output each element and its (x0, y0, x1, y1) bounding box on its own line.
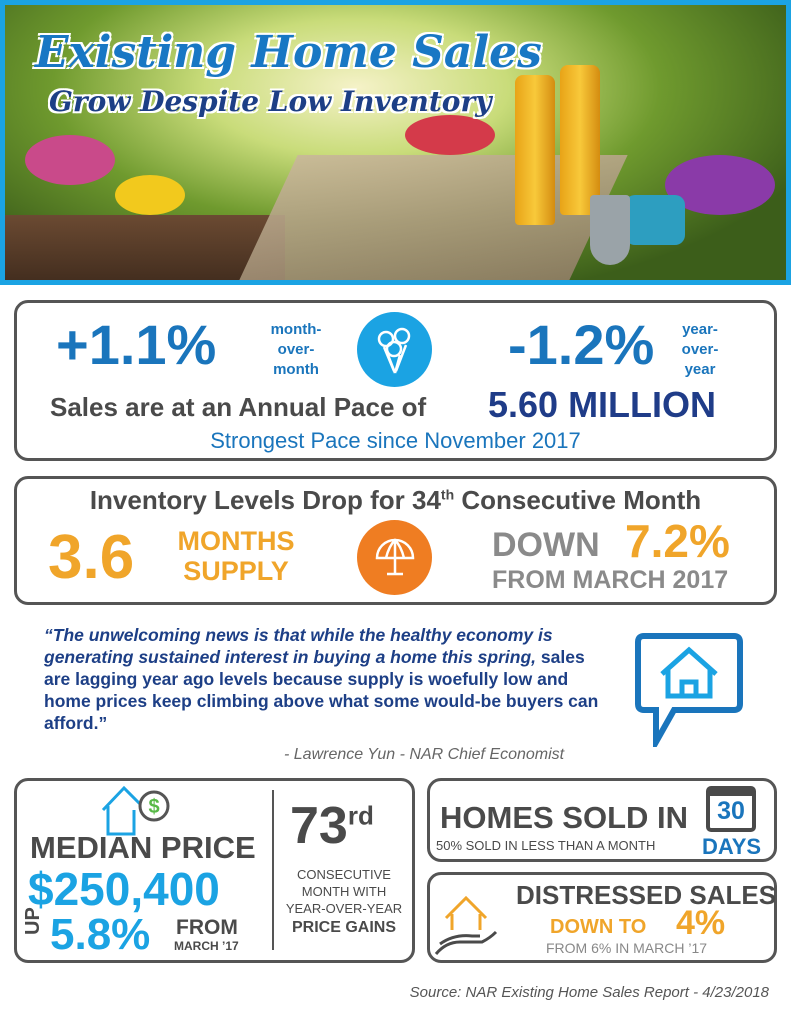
hero-image: Existing Home Sales Grow Despite Low Inv… (0, 0, 791, 285)
source: Source: NAR Existing Home Sales Report -… (409, 984, 769, 1001)
speech-bubble-house-icon (634, 632, 744, 754)
flowers (115, 175, 185, 215)
median-label: MEDIAN PRICE (30, 830, 256, 865)
bouquet-icon (357, 312, 432, 387)
mom-value: +1.1% (56, 313, 217, 376)
median-value: $250,400 (28, 863, 220, 915)
pace-value: 5.60 MILLION (488, 384, 717, 425)
supply-label: MONTHS SUPPLY (177, 526, 295, 586)
quote-text: “The unwelcoming news is that while the … (44, 625, 599, 733)
down-to-label: DOWN TO (550, 916, 647, 938)
boot (515, 75, 555, 225)
divider (272, 790, 274, 950)
svg-text:$: $ (148, 796, 159, 818)
yoy-value: -1.2% (508, 313, 655, 376)
yoy-label: year-over-year (681, 321, 719, 378)
homes-sold-title: HOMES SOLD IN (440, 800, 689, 835)
mom-label: month-over-month (270, 321, 322, 378)
sales-box (14, 300, 777, 461)
trowel (590, 195, 630, 265)
hand-house-icon (432, 888, 504, 963)
flowers (405, 115, 495, 155)
days-label: DAYS (702, 834, 762, 859)
pace-text: Sales are at an Annual Pace of (50, 392, 427, 422)
calendar-icon: 30 (706, 786, 756, 832)
house-dollar-icon: $ (100, 780, 172, 843)
streak-label: CONSECUTIVE MONTH WITH YEAR-OVER-YEAR PRICE… (285, 867, 403, 936)
flowers (25, 135, 115, 185)
down-word: DOWN (492, 526, 600, 564)
inventory-headline: Inventory Levels Drop for 34th Consecuti… (89, 485, 702, 515)
from-label: FROM (176, 916, 238, 939)
homes-sold-box (427, 778, 777, 862)
from-date: MARCH ’17 (174, 939, 239, 953)
up-label: UP (22, 907, 44, 935)
distressed-title: DISTRESSED SALES (516, 880, 777, 910)
title: Existing Home Sales (35, 27, 542, 78)
umbrella-icon (357, 520, 432, 595)
garden-soil (5, 215, 285, 280)
median-price-box (14, 778, 415, 963)
median-pct: 5.8% (50, 910, 151, 959)
boot (560, 65, 600, 215)
subtitle: Grow Despite Low Inventory (49, 85, 492, 118)
homes-sold-sub: 50% SOLD IN LESS THAN A MONTH (436, 838, 656, 853)
strongest-pace: Strongest Pace since November 2017 (210, 428, 581, 453)
distressed-value: 4% (676, 904, 726, 942)
distressed-from: FROM 6% IN MARCH ’17 (546, 940, 708, 956)
glove (625, 195, 685, 245)
down-value: 7.2% (625, 515, 730, 567)
streak-value: 73rd (290, 797, 374, 855)
down-from: FROM MARCH 2017 (492, 566, 729, 594)
quote-author: - Lawrence Yun - NAR Chief Economist (284, 746, 565, 763)
supply-value: 3.6 (48, 523, 135, 592)
